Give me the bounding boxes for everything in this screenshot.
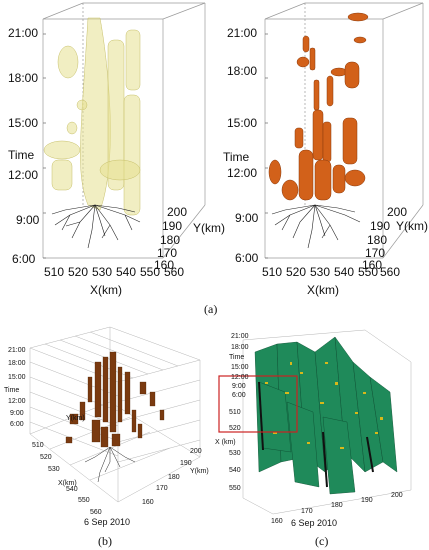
x-tick-3: 530 <box>92 265 113 279</box>
panel-a-right: 21:00 18:00 15:00 Time 12:00 9:00 6:00 2… <box>215 0 429 300</box>
caption-a: (a) <box>204 302 218 316</box>
x-label: X (km) <box>215 439 236 446</box>
time-tick-1: 21:00 <box>8 347 26 354</box>
caption-c: (c) <box>315 534 329 548</box>
time-tick-2: 18:00 <box>8 360 26 367</box>
time-tick-3: 15:00 <box>227 116 258 130</box>
y-label: Y(km) <box>193 221 225 235</box>
time-tick-3: 15:00 <box>8 116 39 130</box>
time-tick-2: 18:00 <box>8 71 39 85</box>
y-tick-1: 200 <box>167 205 188 219</box>
x-tick-1: 510 <box>44 265 65 279</box>
date-label: 6 Sep 2010 <box>84 517 131 527</box>
time-tick-4: 12:00 <box>231 374 249 381</box>
time-tick-6: 6:00 <box>12 252 36 266</box>
y-tick-5: 160 <box>362 258 383 272</box>
y-tick-2: 190 <box>162 219 183 233</box>
x-tick-6: 560 <box>380 265 401 279</box>
y-tick-5: 160 <box>154 258 175 272</box>
x-tick-3: 530 <box>310 265 331 279</box>
y-tick-2: 190 <box>370 219 391 233</box>
x-tick-5: 550 <box>78 497 90 504</box>
y-inner-label: Y(km) <box>66 415 85 422</box>
y-tick-3: 180 <box>160 233 181 247</box>
time-label: Time <box>229 354 245 361</box>
date-label: 6 Sep 2010 <box>291 518 338 528</box>
panel-b: 21:00 18:00 15:00 Time 12:00 9:00 6:00 Y… <box>0 322 215 550</box>
x-tick-4: 540 <box>116 265 137 279</box>
y-tick-2: 170 <box>301 508 313 515</box>
x-tick-3: 530 <box>48 466 60 473</box>
time-tick-1: 21:00 <box>231 333 249 340</box>
y-tick-5: 200 <box>391 492 403 499</box>
y-tick-4: 190 <box>361 497 373 504</box>
y-tick-5: 160 <box>142 499 154 506</box>
time-tick-6: 6:00 <box>10 421 24 428</box>
time-tick-4: 12:00 <box>8 168 39 182</box>
y-tick-4: 170 <box>365 246 386 260</box>
time-tick-2: 18:00 <box>231 344 249 351</box>
panel-a-left: 21:00 18:00 15:00 Time 12:00 9:00 6:00 2… <box>0 0 225 300</box>
time-tick-1: 21:00 <box>8 26 39 40</box>
y-tick-1: 200 <box>387 205 408 219</box>
x-label: X(km) <box>58 480 77 487</box>
x-tick-5: 550 <box>229 485 241 492</box>
y-tick-2: 190 <box>180 460 192 467</box>
panel-b-graphic <box>29 326 201 503</box>
caption-b: (b) <box>98 534 112 548</box>
time-tick-5: 9:00 <box>10 410 24 417</box>
panel-c-graphic <box>218 329 412 515</box>
panel-a-right-graphic <box>264 2 424 259</box>
y-label: Y(km) <box>396 219 428 233</box>
x-tick-4: 540 <box>229 467 241 474</box>
x-tick-2: 520 <box>229 425 241 432</box>
x-tick-4: 540 <box>66 486 78 493</box>
y-tick-3: 180 <box>168 474 180 481</box>
x-tick-1: 510 <box>262 265 283 279</box>
time-tick-6: 6:00 <box>235 251 259 265</box>
x-tick-6: 560 <box>164 265 185 279</box>
x-tick-2: 520 <box>68 265 89 279</box>
x-tick-4: 540 <box>334 265 355 279</box>
x-tick-2: 520 <box>286 265 307 279</box>
panel-c: 21:00 18:00 Time 15:00 12:00 9:00 6:00 5… <box>215 322 429 550</box>
y-tick-1: 160 <box>271 518 283 525</box>
x-tick-1: 510 <box>229 409 241 416</box>
time-tick-3: 15:00 <box>8 374 26 381</box>
y-tick-3: 180 <box>331 502 343 509</box>
time-tick-5: 9:00 <box>16 213 40 227</box>
x-label: X(km) <box>90 283 122 297</box>
x-tick-6: 560 <box>90 509 102 516</box>
time-label: Time <box>8 148 35 162</box>
y-label: Y(km) <box>190 468 209 475</box>
x-tick-1: 510 <box>32 442 44 449</box>
time-tick-4: 12:00 <box>8 398 26 405</box>
x-label: X(km) <box>307 283 339 297</box>
y-tick-4: 170 <box>156 485 168 492</box>
time-tick-1: 21:00 <box>227 26 258 40</box>
x-tick-5: 550 <box>358 265 379 279</box>
time-tick-5: 9:00 <box>235 211 259 225</box>
time-tick-2: 18:00 <box>227 64 258 78</box>
time-tick-6: 6:00 <box>232 392 246 399</box>
y-tick-3: 180 <box>367 233 388 247</box>
y-tick-4: 170 <box>157 246 178 260</box>
x-tick-3: 530 <box>229 450 241 457</box>
x-tick-2: 520 <box>40 454 52 461</box>
time-tick-3: 15:00 <box>231 364 249 371</box>
time-label: Time <box>4 387 20 394</box>
time-label: Time <box>223 150 250 164</box>
time-tick-4: 12:00 <box>227 166 258 180</box>
y-tick-1: 200 <box>190 448 202 455</box>
panel-a-left-graphic <box>42 2 206 259</box>
time-tick-5: 9:00 <box>232 383 246 390</box>
x-tick-5: 550 <box>140 265 161 279</box>
